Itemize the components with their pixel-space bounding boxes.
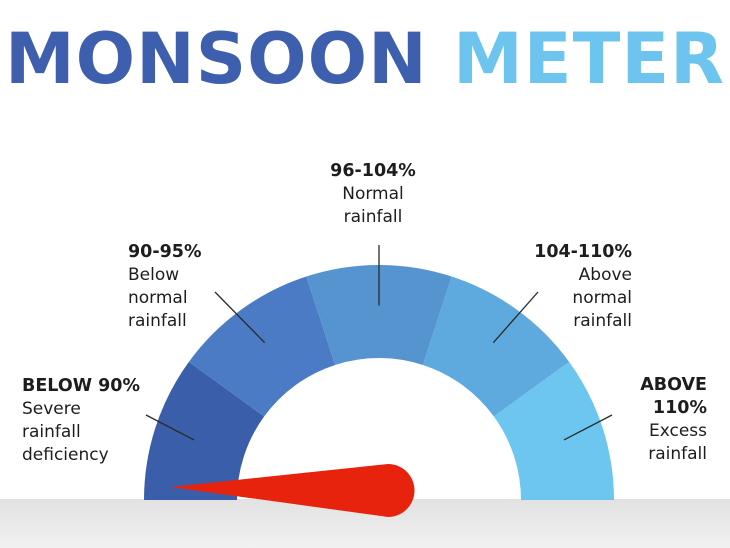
- segment-label-96-104: 96-104% Normal rainfall: [300, 160, 446, 229]
- segment-description: Below normal rainfall: [128, 265, 188, 331]
- leader-line-above-110: [563, 414, 613, 441]
- needle-body: [170, 464, 415, 517]
- leader-line-90-95: [214, 291, 266, 344]
- gauge-leader-lines: [145, 245, 613, 441]
- segment-range: ABOVE 110%: [640, 375, 707, 418]
- gauge-segment-104-110: [422, 276, 570, 417]
- title-word-monsoon: MONSOON: [4, 18, 428, 100]
- gauge-segment-96-104: [306, 265, 452, 365]
- leader-line-104-110: [492, 291, 539, 344]
- segment-range: 96-104%: [330, 161, 416, 181]
- segment-description: Excess rainfall: [648, 421, 707, 464]
- gauge-segments: [144, 265, 614, 500]
- segment-label-90-95: 90-95% Below normal rainfall: [128, 241, 202, 333]
- segment-range: BELOW 90%: [22, 376, 140, 396]
- gauge-segment-below-90: [144, 361, 265, 500]
- gauge-segment-above-110: [493, 361, 614, 500]
- segment-range: 104-110%: [534, 242, 632, 262]
- gauge-segment-90-95: [188, 276, 336, 417]
- segment-range: 90-95%: [128, 242, 202, 262]
- leader-line-below-90: [145, 414, 195, 441]
- page-title: MONSOON METER: [0, 14, 730, 104]
- title-word-meter: METER: [453, 18, 726, 100]
- needle: [170, 464, 415, 517]
- segment-label-above-110: ABOVE 110% Excess rainfall: [587, 374, 707, 466]
- segment-label-104-110: 104-110% Above normal rainfall: [492, 241, 632, 333]
- segment-description: Above normal rainfall: [572, 265, 632, 331]
- segment-label-below-90: BELOW 90% Severe rainfall deficiency: [22, 375, 140, 467]
- segment-description: Normal rainfall: [342, 184, 404, 227]
- segment-description: Severe rainfall deficiency: [22, 399, 109, 465]
